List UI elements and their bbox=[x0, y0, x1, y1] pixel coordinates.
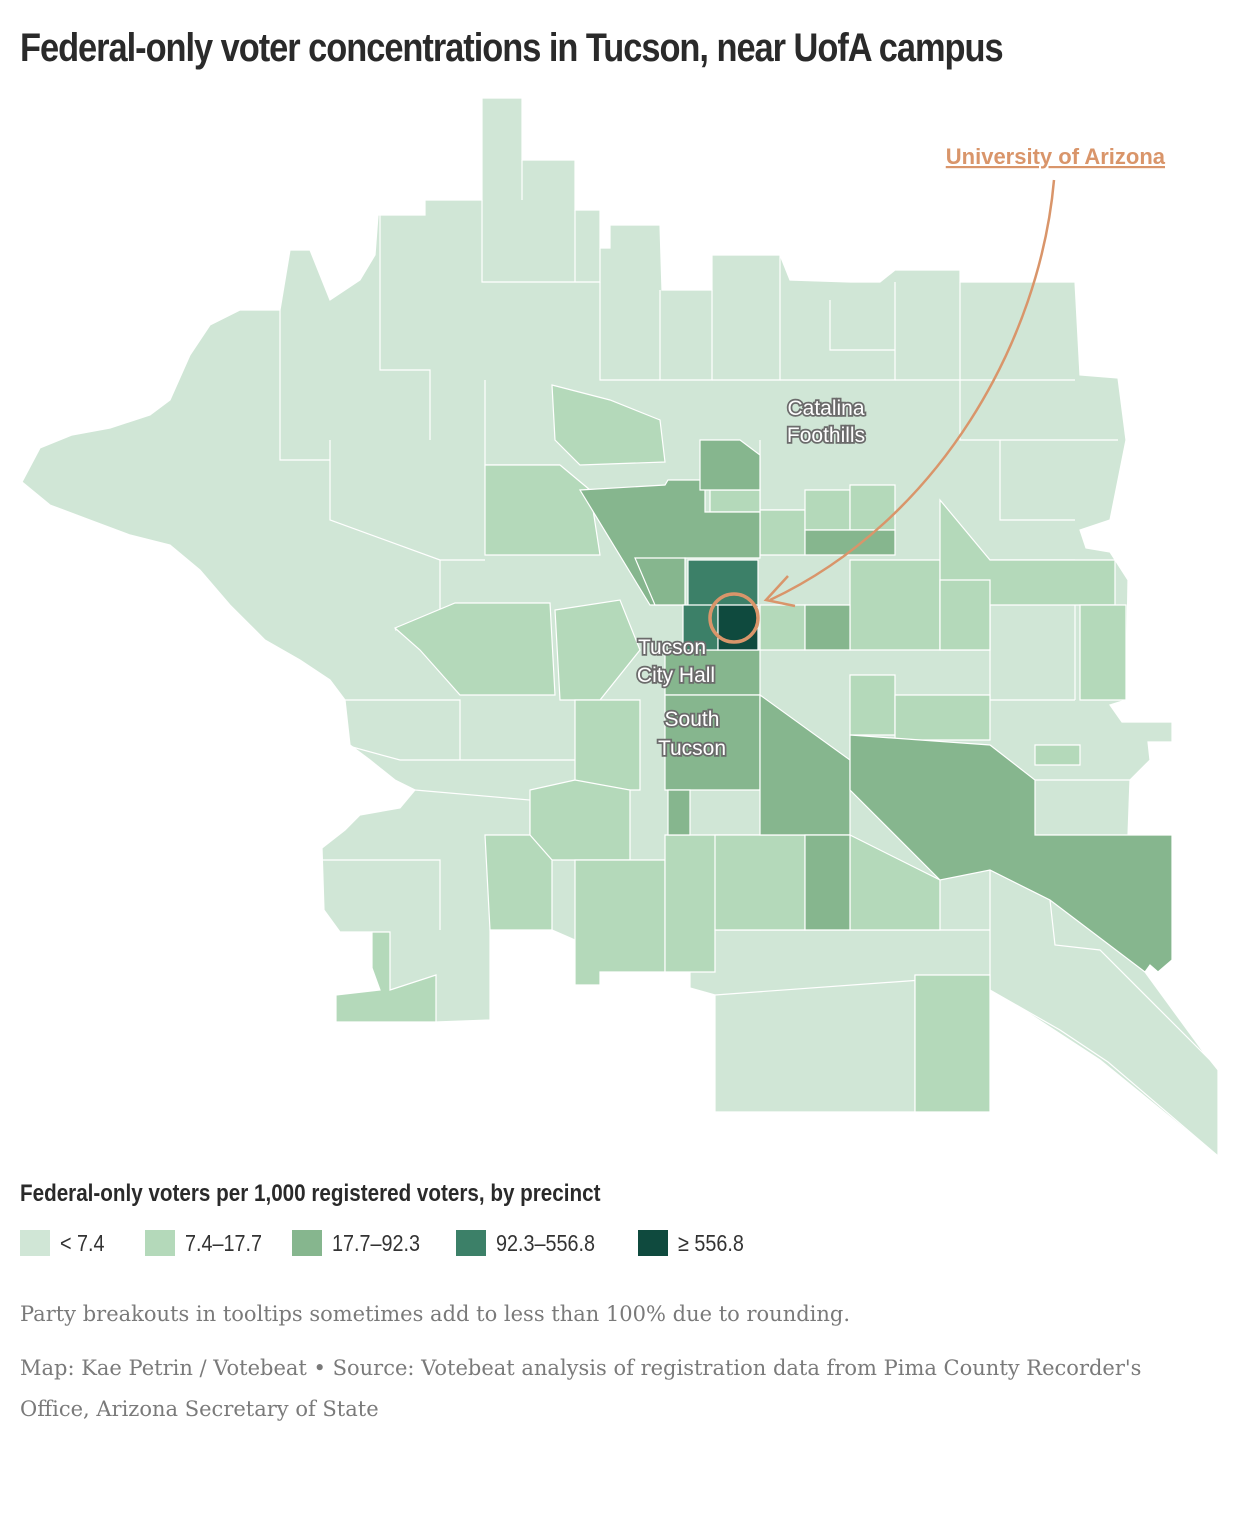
precinct-low-10[interactable] bbox=[714, 834, 806, 931]
label-south-tucson-line2: Tucson bbox=[658, 737, 726, 760]
precinct-low-7[interactable] bbox=[484, 834, 553, 931]
precinct-low-3[interactable] bbox=[393, 602, 556, 696]
precinct-mid-11[interactable] bbox=[667, 789, 691, 836]
legend-item-2: 7.4–17.7 bbox=[145, 1228, 275, 1258]
precinct-low-8[interactable] bbox=[574, 859, 666, 986]
precinct-low-5[interactable] bbox=[574, 699, 641, 791]
region-mid bbox=[578, 439, 1173, 973]
legend-swatch-3 bbox=[292, 1230, 322, 1256]
label-catalina-foothills-line1: Catalina bbox=[787, 397, 864, 420]
legend-label-1: < 7.4 bbox=[60, 1229, 105, 1256]
precinct-low-22[interactable] bbox=[849, 674, 896, 736]
legend-swatch-4 bbox=[456, 1230, 486, 1256]
region-low bbox=[335, 384, 1127, 1113]
legend-swatch-5 bbox=[638, 1230, 668, 1256]
label-south-tucson-line1: South bbox=[665, 708, 720, 731]
legend-item-3: 17.7–92.3 bbox=[292, 1228, 434, 1258]
precinct-mid-10[interactable] bbox=[804, 834, 851, 931]
precinct-low-25[interactable] bbox=[709, 489, 761, 513]
legend-title: Federal-only voters per 1,000 registered… bbox=[20, 1180, 601, 1207]
precinct-low-17[interactable] bbox=[759, 604, 806, 651]
precinct-low-23[interactable] bbox=[894, 694, 991, 741]
precinct-mid-5[interactable] bbox=[804, 604, 851, 651]
label-catalina-foothills-line2: Foothills bbox=[787, 424, 865, 447]
precinct-map[interactable]: University of Arizona Catalina Foothills… bbox=[0, 90, 1240, 1170]
precinct-low-21[interactable] bbox=[939, 579, 991, 651]
precinct-low-6[interactable] bbox=[529, 779, 631, 861]
source-credit: Map: Kae Petrin / Votebeat • Source: Vot… bbox=[20, 1356, 1142, 1421]
precinct-low-12[interactable] bbox=[914, 974, 991, 1113]
precinct-low-16[interactable] bbox=[849, 484, 896, 531]
legend-label-4: 92.3–556.8 bbox=[496, 1229, 596, 1256]
legend-swatch-2 bbox=[145, 1230, 175, 1256]
legend-swatch-1 bbox=[20, 1230, 50, 1256]
precinct-low-24[interactable] bbox=[1034, 744, 1081, 766]
precinct-low-20[interactable] bbox=[1079, 604, 1127, 701]
precinct-low-13[interactable] bbox=[335, 931, 437, 1023]
callout-arrow bbox=[769, 179, 1056, 602]
legend-label-3: 17.7–92.3 bbox=[332, 1229, 421, 1256]
precinct-mid-2[interactable] bbox=[699, 439, 761, 491]
campus-highlight-ring bbox=[708, 592, 760, 644]
legend-item-5: ≥ 556.8 bbox=[638, 1228, 755, 1258]
precinct-low-2[interactable] bbox=[551, 384, 666, 466]
label-city-hall-line2: City Hall bbox=[637, 664, 715, 687]
legend-label-5: ≥ 556.8 bbox=[678, 1229, 744, 1256]
precinct-south-east-strip[interactable] bbox=[989, 869, 1219, 1158]
callout-arrowhead bbox=[763, 575, 796, 608]
callout-label: University of Arizona bbox=[946, 144, 1166, 169]
page-title: Federal-only voter concentrations in Tuc… bbox=[20, 26, 1004, 70]
legend-label-2: 7.4–17.7 bbox=[185, 1229, 262, 1256]
legend-item-1: < 7.4 bbox=[20, 1228, 112, 1258]
legend: < 7.4 7.4–17.7 17.7–92.3 92.3–556.8 ≥ 55… bbox=[20, 1228, 1020, 1258]
precinct-low-15[interactable] bbox=[804, 489, 851, 531]
precinct-high-1[interactable] bbox=[687, 559, 759, 609]
precinct-mid-9[interactable] bbox=[849, 734, 1173, 973]
precinct-low-4[interactable] bbox=[554, 599, 641, 701]
legend-item-4: 92.3–556.8 bbox=[456, 1228, 611, 1258]
precinct-low-1[interactable] bbox=[484, 464, 601, 556]
precinct-low-18[interactable] bbox=[849, 559, 941, 651]
rounding-note: Party breakouts in tooltips sometimes ad… bbox=[20, 1302, 851, 1326]
precinct-mid-4[interactable] bbox=[804, 529, 896, 556]
precinct-low-14[interactable] bbox=[759, 509, 806, 556]
label-city-hall-line1: Tucson bbox=[638, 636, 706, 659]
